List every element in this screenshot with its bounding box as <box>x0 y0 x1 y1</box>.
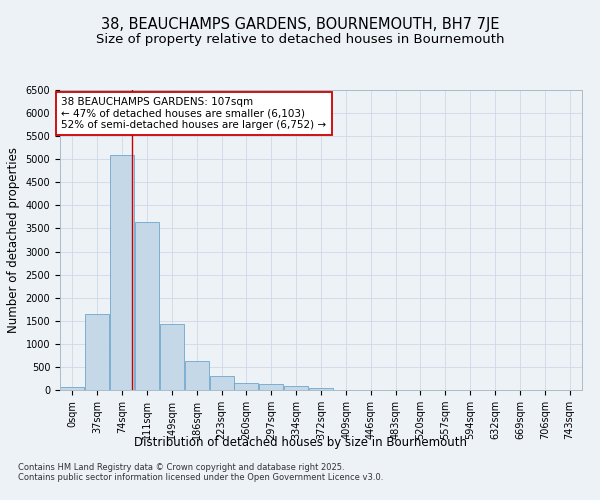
Text: 38 BEAUCHAMPS GARDENS: 107sqm
← 47% of detached houses are smaller (6,103)
52% o: 38 BEAUCHAMPS GARDENS: 107sqm ← 47% of d… <box>61 97 326 130</box>
Bar <box>185 362 209 390</box>
Bar <box>259 384 283 390</box>
Text: Size of property relative to detached houses in Bournemouth: Size of property relative to detached ho… <box>96 32 504 46</box>
Bar <box>234 383 259 390</box>
Bar <box>85 314 109 390</box>
Text: Contains public sector information licensed under the Open Government Licence v3: Contains public sector information licen… <box>18 474 383 482</box>
Bar <box>134 222 159 390</box>
Text: Distribution of detached houses by size in Bournemouth: Distribution of detached houses by size … <box>133 436 467 449</box>
Bar <box>209 376 234 390</box>
Bar <box>60 386 85 390</box>
Y-axis label: Number of detached properties: Number of detached properties <box>7 147 20 333</box>
Text: Contains HM Land Registry data © Crown copyright and database right 2025.: Contains HM Land Registry data © Crown c… <box>18 464 344 472</box>
Text: 38, BEAUCHAMPS GARDENS, BOURNEMOUTH, BH7 7JE: 38, BEAUCHAMPS GARDENS, BOURNEMOUTH, BH7… <box>101 18 499 32</box>
Bar <box>110 154 134 390</box>
Bar <box>160 324 184 390</box>
Bar <box>309 388 334 390</box>
Bar <box>284 386 308 390</box>
